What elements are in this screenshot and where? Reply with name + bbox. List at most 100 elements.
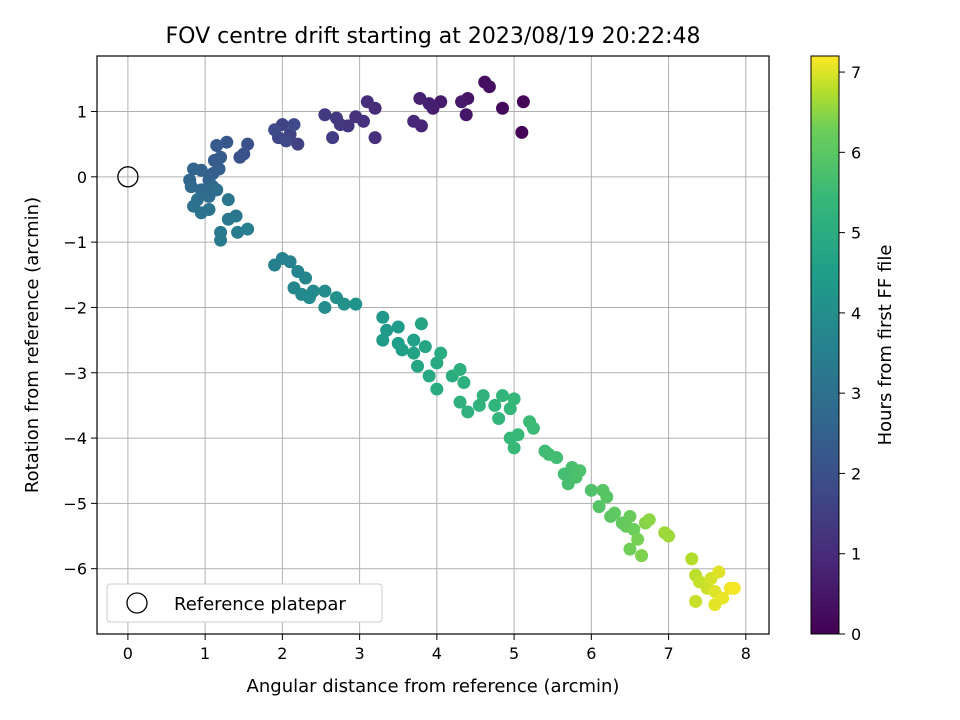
data-point [434,346,448,360]
data-point [492,411,506,425]
colorbar: 0 1 2 3 4 5 6 7 Hours from first FF file [810,55,896,644]
data-point [511,428,525,442]
data-point [241,222,255,236]
data-point [457,376,471,390]
data-point [407,333,421,347]
data-point [214,233,228,247]
y-axis-label: Rotation from reference (arcmin) [22,197,43,493]
data-point [407,346,421,360]
data-point [515,125,529,139]
x-tick-label: 5 [509,644,519,663]
data-point [376,333,390,347]
data-point [608,506,622,520]
data-point [268,123,282,137]
data-point [476,389,490,403]
data-point [461,405,475,419]
grid-lines [97,56,769,634]
data-point [453,395,467,409]
x-axis-ticks: 0 1 2 3 4 5 6 7 8 [123,634,751,663]
data-point [318,300,332,314]
data-point [187,162,201,176]
data-point [455,95,469,109]
data-point [349,297,363,311]
x-tick-label: 4 [432,644,442,663]
y-axis-ticks: 1 0 −1 −2 −3 −4 −5 −6 [63,103,97,579]
y-tick-label: −4 [63,429,87,448]
data-point [299,271,313,285]
data-point [360,95,374,109]
data-point [318,284,332,298]
colorbar-tick-label: 1 [851,545,861,564]
data-point [631,532,645,546]
data-point [220,135,234,149]
colorbar-gradient [810,55,840,635]
legend-marker-icon [126,592,148,614]
data-point [482,80,496,94]
data-point [627,523,641,537]
reference-point-marker [117,166,139,188]
data-point [507,441,521,455]
colorbar-tick-label: 5 [851,224,861,243]
data-point [600,490,614,504]
data-point [662,529,676,543]
x-tick-label: 1 [200,644,210,663]
data-point [488,398,502,412]
x-axis-label: Angular distance from reference (arcmin) [247,676,620,697]
data-point [291,137,305,151]
data-point [642,513,656,527]
data-point [407,114,421,128]
data-point [526,421,540,435]
data-point [727,581,741,595]
data-point [430,382,444,396]
data-point [184,180,198,194]
colorbar-tick-label: 3 [851,384,861,403]
data-point [472,398,486,412]
data-point [337,297,351,311]
x-tick-label: 6 [586,644,596,663]
data-point [279,134,293,148]
colorbar-tick-label: 6 [851,143,861,162]
colorbar-tick-label: 7 [851,63,861,82]
data-point [712,565,726,579]
data-point [283,255,297,269]
legend: Reference platepar [106,583,383,623]
data-point [459,108,473,122]
y-tick-label: 1 [77,103,87,122]
data-point [413,91,427,105]
data-point [368,131,382,145]
x-tick-label: 8 [741,644,751,663]
data-point [210,183,224,197]
data-point [573,464,587,478]
data-point [287,118,301,132]
legend-label: Reference platepar [174,594,346,615]
data-point [453,362,467,376]
data-point [349,110,363,124]
data-point [411,359,425,373]
data-point [550,451,564,465]
data-point [376,310,390,324]
y-tick-label: −2 [63,298,87,317]
data-point [302,291,316,305]
data-point [592,500,606,514]
y-tick-label: −3 [63,364,87,383]
data-point [496,101,510,115]
data-point [380,323,394,337]
plot-frame [96,55,770,635]
data-point [623,542,637,556]
data-point [391,320,405,334]
y-tick-label: −5 [63,494,87,513]
x-tick-label: 3 [355,644,365,663]
data-point [503,402,517,416]
x-tick-label: 2 [277,644,287,663]
colorbar-tick-label: 0 [851,625,861,644]
colorbar-tick-label: 2 [851,464,861,483]
y-tick-label: −6 [63,560,87,579]
colorbar-label: Hours from first FF file [875,245,896,446]
data-point [716,591,730,605]
data-point [202,202,216,216]
data-point [326,131,340,145]
data-point [231,225,245,239]
data-points [117,75,741,612]
data-point [221,212,235,226]
